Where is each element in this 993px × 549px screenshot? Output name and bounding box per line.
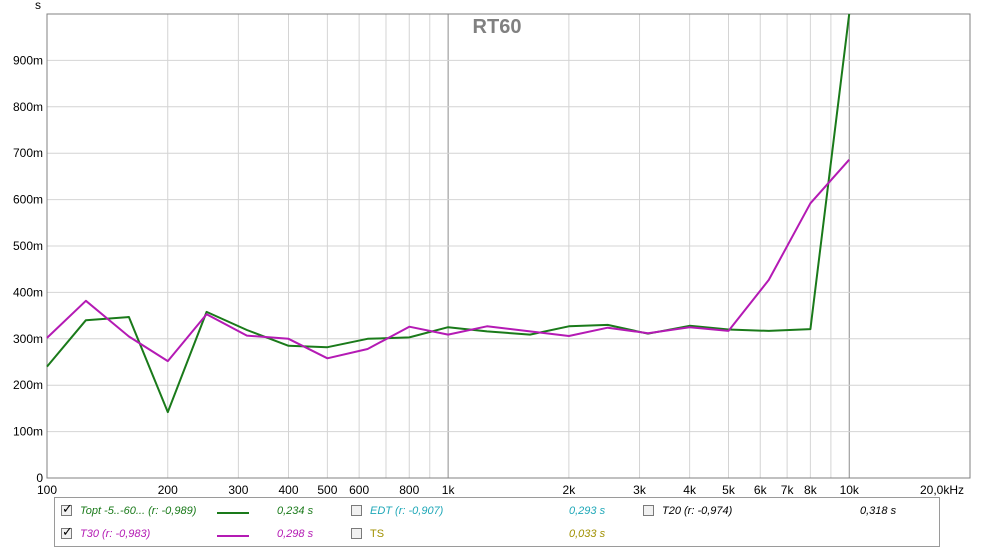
x-tick-label: 2k (563, 483, 577, 497)
x-tick-label: 20,0kHz (920, 483, 964, 497)
x-tick-label: 800 (399, 483, 419, 497)
x-tick-label: 4k (683, 483, 697, 497)
rt60-chart: 0 100m 200m 300m 400m 500m 600m 700m 800m 900m 10… (13, 0, 971, 497)
x-tick-label: 3k (633, 483, 647, 497)
x-tick-label: 600 (349, 483, 369, 497)
plot-frame (46, 13, 971, 479)
x-tick-label: 8k (804, 483, 818, 497)
x-tick-label: 200 (158, 483, 178, 497)
t30-checkbox[interactable] (61, 525, 73, 540)
t20-legend-label: T20 (r: -0,974) (662, 505, 733, 517)
y-axis-ticks: 0 100m 200m 300m 400m 500m 600m 700m 800m 900m (13, 53, 43, 485)
y-tick-label: 400m (13, 285, 43, 299)
t30-legend-label: T30 (r: -0,983) (80, 528, 151, 540)
x-tick-label: 300 (228, 483, 248, 497)
legend-row-2: T30 (r: -0,983) 0,298 s TS 0,033 s (55, 524, 939, 546)
x-tick-label: 1k (442, 483, 456, 497)
ts-legend-label: TS (370, 528, 385, 540)
t20-legend-value: 0,318 s (860, 505, 897, 517)
y-tick-label: 0 (36, 471, 43, 485)
t30-legend-value: 0,298 s (277, 528, 314, 540)
y-tick-label: 500m (13, 239, 43, 253)
topt-checkbox[interactable] (61, 502, 73, 517)
y-tick-label: 700m (13, 146, 43, 160)
legend-panel: Topt -5..-60... (r: -0,989) 0,234 s EDT … (54, 497, 940, 547)
x-tick-label: 5k (722, 483, 736, 497)
x-tick-label: 100 (37, 483, 57, 497)
x-tick-label: 6k (754, 483, 768, 497)
y-tick-label: 800m (13, 100, 43, 114)
series-line (46, 13, 851, 414)
series-line (46, 159, 850, 363)
chart-title: RT60 (473, 16, 522, 38)
x-tick-label: 10k (840, 483, 860, 497)
edt-legend-label: EDT (r: -0,907) (370, 505, 444, 517)
y-axis-label: s (35, 0, 41, 12)
y-tick-label: 200m (13, 378, 43, 392)
y-tick-label: 900m (13, 53, 43, 67)
x-tick-label: 500 (317, 483, 337, 497)
legend-row-1: Topt -5..-60... (r: -0,989) 0,234 s EDT … (55, 501, 939, 523)
grid (46, 14, 971, 479)
ts-checkbox[interactable] (351, 528, 362, 539)
x-tick-label: 400 (278, 483, 298, 497)
x-tick-label: 7k (781, 483, 795, 497)
topt-legend-value: 0,234 s (277, 505, 314, 517)
topt-legend-label: Topt -5..-60... (r: -0,989) (80, 505, 197, 517)
topt-legend-swatch (217, 512, 249, 514)
x-axis-ticks: 100 200 300 400 500 600 800 1k 2k 3k 4k 5k 6k 7k 8k 10k… (37, 483, 964, 497)
edt-legend-value: 0,293 s (569, 505, 606, 517)
y-tick-label: 300m (13, 332, 43, 346)
series (46, 13, 851, 414)
y-tick-label: 600m (13, 193, 43, 207)
ts-legend-value: 0,033 s (569, 528, 606, 540)
t20-checkbox[interactable] (643, 505, 654, 516)
y-tick-label: 100m (13, 425, 43, 439)
edt-checkbox[interactable] (351, 505, 362, 516)
t30-legend-swatch (217, 535, 249, 537)
